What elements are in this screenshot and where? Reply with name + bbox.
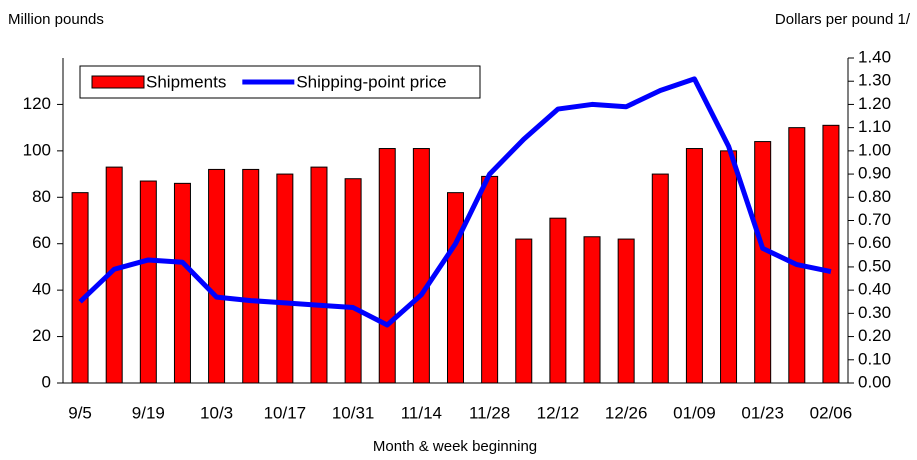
y2-tick-label: 0.30 bbox=[858, 303, 891, 322]
bar bbox=[71, 192, 89, 384]
x-tick-label: 10/31 bbox=[332, 403, 375, 422]
bar bbox=[378, 148, 396, 384]
bar bbox=[481, 175, 499, 384]
bar bbox=[651, 173, 669, 384]
y2-tick-label: 0.50 bbox=[858, 256, 891, 275]
bar bbox=[583, 236, 601, 384]
y-tick-label: 0 bbox=[42, 372, 51, 391]
x-tick-label: 12/26 bbox=[605, 403, 648, 422]
y2-tick-label: 0.00 bbox=[858, 372, 891, 391]
y2-tick-label: 1.00 bbox=[858, 140, 891, 159]
y2-tick-label: 0.40 bbox=[858, 280, 891, 299]
y2-tick-label: 1.10 bbox=[858, 117, 891, 136]
x-tick-label: 01/09 bbox=[673, 403, 716, 422]
x-tick-label: 11/28 bbox=[469, 403, 510, 422]
bar bbox=[549, 217, 567, 384]
bar bbox=[515, 238, 533, 384]
bar bbox=[173, 182, 191, 384]
x-tick-label: 10/3 bbox=[200, 403, 233, 422]
y-tick-label: 40 bbox=[32, 280, 51, 299]
bar bbox=[276, 173, 294, 384]
bar bbox=[344, 178, 362, 384]
y2-tick-label: 0.10 bbox=[858, 349, 891, 368]
bar bbox=[447, 192, 464, 384]
y2-tick-label: 0.80 bbox=[858, 187, 891, 206]
y-tick-label: 100 bbox=[23, 140, 51, 159]
y-tick-label: 60 bbox=[32, 233, 51, 252]
bar bbox=[412, 148, 430, 384]
y2-tick-label: 1.20 bbox=[858, 94, 891, 113]
legend-label: Shipping-point price bbox=[296, 72, 446, 91]
y-axis-title: Million pounds bbox=[8, 11, 104, 28]
bar bbox=[822, 124, 840, 384]
bar bbox=[685, 148, 703, 384]
y-tick-label: 20 bbox=[32, 326, 51, 345]
x-tick-label: 9/19 bbox=[132, 403, 165, 422]
y2-axis-title: Dollars per pound 1/ bbox=[775, 11, 911, 28]
y-tick-label: 80 bbox=[32, 187, 51, 206]
bar bbox=[754, 141, 772, 384]
x-tick-label: 01/23 bbox=[741, 403, 784, 422]
y-tick-label: 120 bbox=[23, 94, 51, 113]
x-tick-label: 9/5 bbox=[68, 403, 92, 422]
x-axis-title: Month & week beginning bbox=[373, 438, 537, 455]
x-tick-label: 11/14 bbox=[401, 403, 442, 422]
x-tick-label: 02/06 bbox=[810, 403, 853, 422]
bar bbox=[139, 180, 157, 384]
legend-swatch bbox=[91, 75, 145, 89]
x-tick-label: 12/12 bbox=[537, 403, 580, 422]
bar bbox=[310, 166, 328, 384]
bar bbox=[617, 238, 635, 384]
y2-tick-label: 0.20 bbox=[858, 326, 891, 345]
legend-label: Shipments bbox=[146, 72, 226, 91]
y2-tick-label: 1.40 bbox=[858, 47, 891, 66]
bar bbox=[208, 168, 226, 384]
line bbox=[78, 76, 832, 328]
y2-tick-label: 1.30 bbox=[858, 71, 891, 90]
y2-tick-label: 0.90 bbox=[858, 164, 891, 183]
bar bbox=[242, 168, 260, 384]
y2-tick-label: 0.70 bbox=[858, 210, 891, 229]
y2-tick-label: 0.60 bbox=[858, 233, 891, 252]
bar bbox=[788, 127, 806, 384]
bar bbox=[720, 150, 738, 384]
x-tick-label: 10/17 bbox=[264, 403, 307, 422]
